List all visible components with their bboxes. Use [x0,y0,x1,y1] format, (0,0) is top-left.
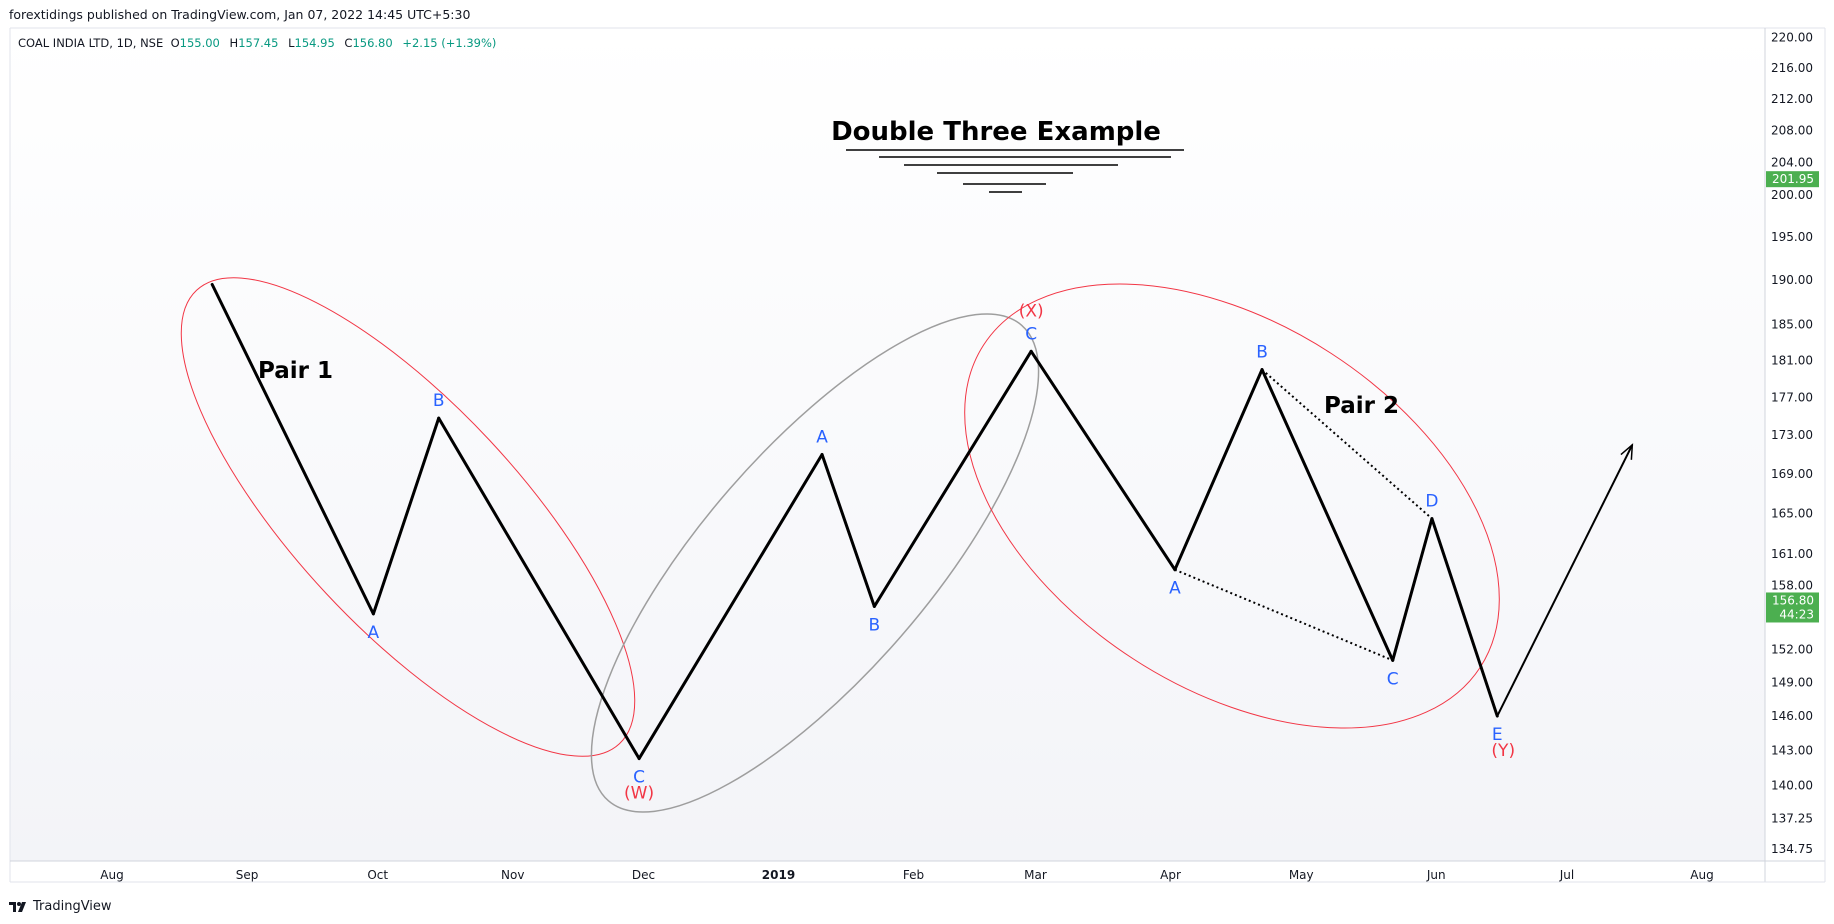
wave-x-ellipse [590,313,1040,813]
price-badge [1766,171,1819,188]
open-label: O [170,36,180,50]
x-tick-label: Dec [632,868,655,882]
wave-segment [210,282,375,616]
wave-label: A [1169,579,1181,599]
wave-segment [872,349,1033,608]
y-tick-label: 216.00 [1771,61,1813,75]
y-tick-label: 143.00 [1771,743,1813,757]
projection-arrow-line [1496,444,1634,717]
y-tick-label: 169.00 [1771,467,1813,481]
chart-title: Double Three Example [831,117,1161,147]
degree-label: (W) [624,784,654,804]
y-tick-label: 173.00 [1771,428,1813,442]
wave-path [210,282,1634,761]
price-axis[interactable]: 134.75 137.25 140.00 143.00 146.00 149.00 152.… [1771,31,1813,856]
wave-label: E [1492,725,1503,745]
wave-label: B [1256,343,1268,363]
wave-segment [371,416,441,616]
y-tick-label: 185.00 [1771,317,1813,331]
y-tick-label: 208.00 [1771,123,1813,137]
symbol-name: COAL INDIA LTD, 1D, NSE [18,36,164,50]
y-tick-label: 204.00 [1771,155,1813,169]
publisher-line: forextidings published on TradingView.co… [9,7,471,22]
pair1-ellipse [180,277,636,757]
y-tick-label: 137.25 [1771,811,1813,825]
x-tick-label: Jul [1559,868,1574,882]
wave-segment [1029,349,1177,572]
x-tick-label: Sep [236,868,259,882]
dotted-trendlines [1174,368,1433,662]
price-badge-value: 156.80 [1772,593,1814,607]
degree-label: (Y) [1491,741,1515,761]
y-tick-label: 140.00 [1771,779,1813,793]
time-axis[interactable]: Aug Sep Oct Nov Dec 2019 Feb Mar Apr May Jun Jul Aug [100,868,1713,882]
wave-segment [637,452,824,761]
x-tick-label: Jun [1426,868,1446,882]
plot-area[interactable] [10,28,1765,861]
y-tick-label: 146.00 [1771,709,1813,723]
wave-segment [437,416,641,761]
y-tick-label: 181.00 [1771,353,1813,367]
degree-label: (X) [1019,301,1044,321]
arrowhead-icon [1620,443,1634,460]
price-badge-value: 201.95 [1772,172,1814,186]
dotted-trendline [1174,568,1394,662]
wave-label: D [1425,492,1438,512]
y-tick-label: 158.00 [1771,578,1813,592]
y-tick-label: 195.00 [1771,230,1813,244]
y-tick-label: 134.75 [1771,842,1813,856]
symbol-legend: COAL INDIA LTD, 1D, NSE O155.00 H157.45 … [18,36,502,50]
x-tick-label: Apr [1160,868,1181,882]
x-tick-label: Mar [1024,868,1047,882]
wave-label: A [816,427,828,447]
low-label: L [288,36,295,50]
y-tick-label: 177.00 [1771,390,1813,404]
x-tick-label: Nov [501,868,524,882]
wave-label: C [1025,324,1037,344]
wave-segment [1391,517,1434,662]
wave-label: B [868,615,880,635]
x-tick-label: Aug [1690,868,1713,882]
tradingview-footer[interactable]: TradingView [9,899,112,914]
x-tick-label: May [1289,868,1314,882]
pair-1-label: Pair 1 [258,358,333,384]
y-tick-label: 152.00 [1771,642,1813,656]
price-badge [1766,592,1819,623]
close-label: C [344,36,353,50]
wave-segment [1173,368,1264,572]
tradingview-logo-icon [9,901,26,912]
low-value: 154.95 [294,36,335,50]
y-tick-label: 200.00 [1771,188,1813,202]
x-tick-label: 2019 [762,868,795,882]
wave-segment [1430,517,1499,718]
title-underlines [846,149,1184,193]
tradingview-brand: TradingView [33,899,112,914]
open-value: 155.00 [179,36,220,50]
wave-segment [820,452,876,608]
wave-label: C [1387,669,1399,689]
x-tick-label: Oct [367,868,388,882]
wave-label: C [633,768,645,788]
pair-2-label: Pair 2 [1324,393,1399,419]
wave-label: A [368,623,380,643]
y-tick-label: 161.00 [1771,547,1813,561]
x-tick-label: Aug [100,868,123,882]
y-tick-label: 212.00 [1771,92,1813,106]
y-tick-label: 190.00 [1771,273,1813,287]
y-tick-label: 220.00 [1771,31,1813,45]
high-value: 157.45 [238,36,279,50]
wave-label: B [433,391,445,411]
change-value: +2.15 (+1.39%) [402,36,497,50]
high-label: H [229,36,239,50]
y-tick-label: 149.00 [1771,675,1813,689]
y-tick-label: 165.00 [1771,507,1813,521]
price-badge-countdown: 44:23 [1779,607,1814,621]
close-value: 156.80 [352,36,393,50]
x-tick-label: Feb [903,868,924,882]
wave-segment [1260,368,1395,662]
